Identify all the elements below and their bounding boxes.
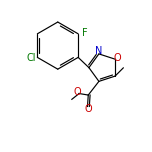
Text: N: N (95, 46, 103, 56)
Text: O: O (84, 104, 92, 114)
Text: O: O (114, 53, 122, 63)
Text: Cl: Cl (26, 53, 36, 63)
Text: O: O (74, 87, 81, 97)
Text: F: F (82, 28, 88, 38)
